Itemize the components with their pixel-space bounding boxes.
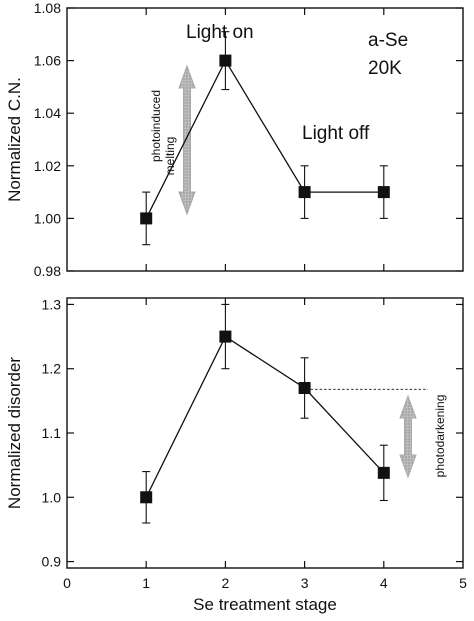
bottom-series bbox=[140, 303, 390, 524]
photoinduced-label: photoinduced bbox=[149, 90, 163, 162]
data-point bbox=[298, 382, 311, 394]
photodarkening-arrow bbox=[399, 394, 417, 479]
y-tick-label: 1.02 bbox=[34, 158, 61, 174]
bottom-y-axis-title: Normalized disorder bbox=[5, 357, 24, 509]
data-point bbox=[219, 54, 232, 67]
melting-label: melting bbox=[163, 137, 177, 176]
data-point bbox=[298, 186, 311, 199]
data-point bbox=[377, 186, 390, 199]
bottom-y-ticks: 0.9 1.0 1.1 1.2 1.3 bbox=[42, 296, 463, 570]
x-tick-label: 4 bbox=[380, 575, 388, 591]
x-tick-label: 5 bbox=[459, 575, 467, 591]
double-arrow-shape bbox=[399, 394, 417, 479]
bottom-x-ticks: 0 1 2 3 4 5 bbox=[63, 298, 467, 591]
y-tick-label: 1.04 bbox=[34, 105, 61, 121]
x-tick-label: 1 bbox=[142, 575, 150, 591]
top-plot-frame bbox=[66, 7, 464, 272]
y-tick-label: 1.00 bbox=[34, 210, 61, 226]
data-point bbox=[140, 212, 153, 225]
data-point bbox=[219, 330, 232, 343]
top-y-axis-title: Normalized C.N. bbox=[5, 77, 24, 202]
top-panel: 0.98 1.00 1.02 1.04 1.06 1.08 Normalized C.N.… bbox=[5, 0, 464, 279]
photoinduced-melting-arrow bbox=[178, 64, 196, 216]
top-y-ticks: 0.98 1.00 1.02 1.04 1.06 1.08 bbox=[34, 0, 463, 279]
double-arrow-shape bbox=[178, 64, 196, 216]
top-series bbox=[140, 31, 390, 246]
data-point bbox=[140, 491, 153, 504]
y-tick-label: 1.2 bbox=[42, 361, 62, 377]
y-tick-label: 1.0 bbox=[42, 489, 62, 505]
data-point bbox=[377, 466, 390, 479]
top-x-ticks bbox=[145, 8, 385, 271]
photodarkening-label: photodarkening bbox=[433, 395, 447, 478]
y-tick-label: 1.1 bbox=[42, 425, 62, 441]
light-on-label: Light on bbox=[186, 22, 254, 43]
x-tick-label: 3 bbox=[301, 575, 309, 591]
x-axis-title: Se treatment stage bbox=[193, 595, 337, 614]
y-tick-label: 0.98 bbox=[34, 263, 61, 279]
temperature-label: 20K bbox=[368, 58, 402, 79]
light-off-label: Light off bbox=[302, 123, 370, 144]
y-tick-label: 1.06 bbox=[34, 53, 61, 69]
y-tick-label: 0.9 bbox=[42, 554, 62, 570]
bottom-panel: 0.9 1.0 1.1 1.2 1.3 0 1 2 3 4 5 Normalized disord… bbox=[5, 296, 467, 614]
material-label: a-Se bbox=[368, 30, 408, 51]
series-line bbox=[145, 335, 385, 498]
y-tick-label: 1.08 bbox=[34, 0, 61, 16]
y-tick-label: 1.3 bbox=[42, 296, 62, 312]
bottom-plot-frame bbox=[66, 297, 464, 569]
x-tick-label: 0 bbox=[63, 575, 71, 591]
x-tick-label: 2 bbox=[222, 575, 230, 591]
series-line bbox=[145, 59, 384, 219]
